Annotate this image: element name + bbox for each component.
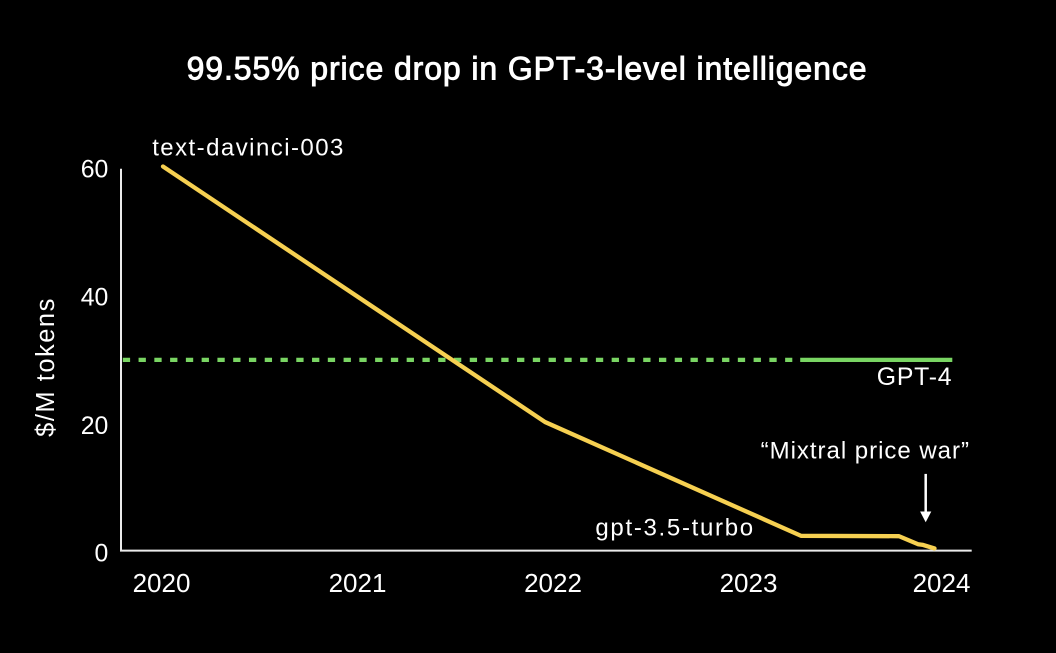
svg-text:GPT-4: GPT-4	[877, 364, 953, 391]
svg-text:gpt-3.5-turbo: gpt-3.5-turbo	[595, 514, 754, 541]
svg-text:2024: 2024	[913, 568, 971, 598]
svg-text:“Mixtral price war”: “Mixtral price war”	[761, 437, 970, 464]
svg-text:2023: 2023	[720, 568, 778, 598]
svg-text:2020: 2020	[133, 568, 191, 598]
svg-text:text-davinci-003: text-davinci-003	[152, 135, 345, 162]
svg-text:60: 60	[81, 157, 109, 184]
svg-text:2022: 2022	[524, 568, 582, 598]
svg-text:99.55% price drop in GPT-3-lev: 99.55% price drop in GPT-3-level intelli…	[187, 51, 868, 87]
svg-text:0: 0	[95, 541, 109, 568]
svg-text:$/M tokens: $/M tokens	[32, 297, 60, 437]
svg-text:2021: 2021	[329, 568, 387, 598]
svg-text:20: 20	[81, 413, 109, 440]
svg-text:40: 40	[81, 285, 109, 312]
